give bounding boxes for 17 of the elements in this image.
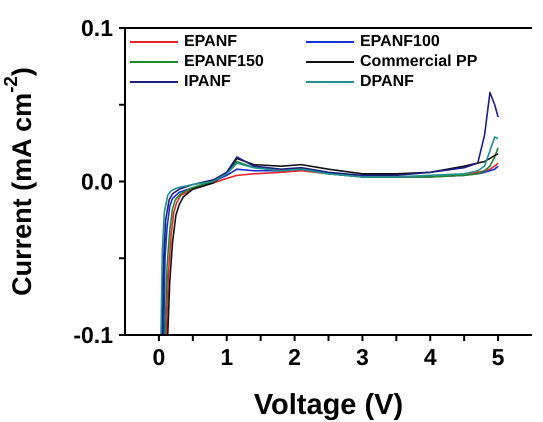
legend-label: IPANF <box>184 72 231 92</box>
legend-label: EPANF100 <box>360 32 440 52</box>
x-tick-label: 5 <box>492 344 505 370</box>
legend-label: EPANF <box>184 32 238 52</box>
x-tick-label: 0 <box>152 344 166 370</box>
y-tick-label: -0.1 <box>73 322 114 348</box>
legend-label: DPANF <box>360 72 414 92</box>
legend-label: Commercial PP <box>360 52 478 72</box>
x-tick-label: 4 <box>424 344 437 370</box>
x-tick-label: 1 <box>220 344 234 370</box>
x-tick-label: 3 <box>356 344 369 370</box>
y-tick-label: 0.1 <box>81 15 114 41</box>
x-axis-title: Voltage (V) <box>254 389 404 421</box>
x-tick-label: 2 <box>288 344 301 370</box>
y-tick-label: 0.0 <box>81 168 113 194</box>
legend-label: EPANF150 <box>184 52 264 72</box>
line-series <box>162 92 499 335</box>
